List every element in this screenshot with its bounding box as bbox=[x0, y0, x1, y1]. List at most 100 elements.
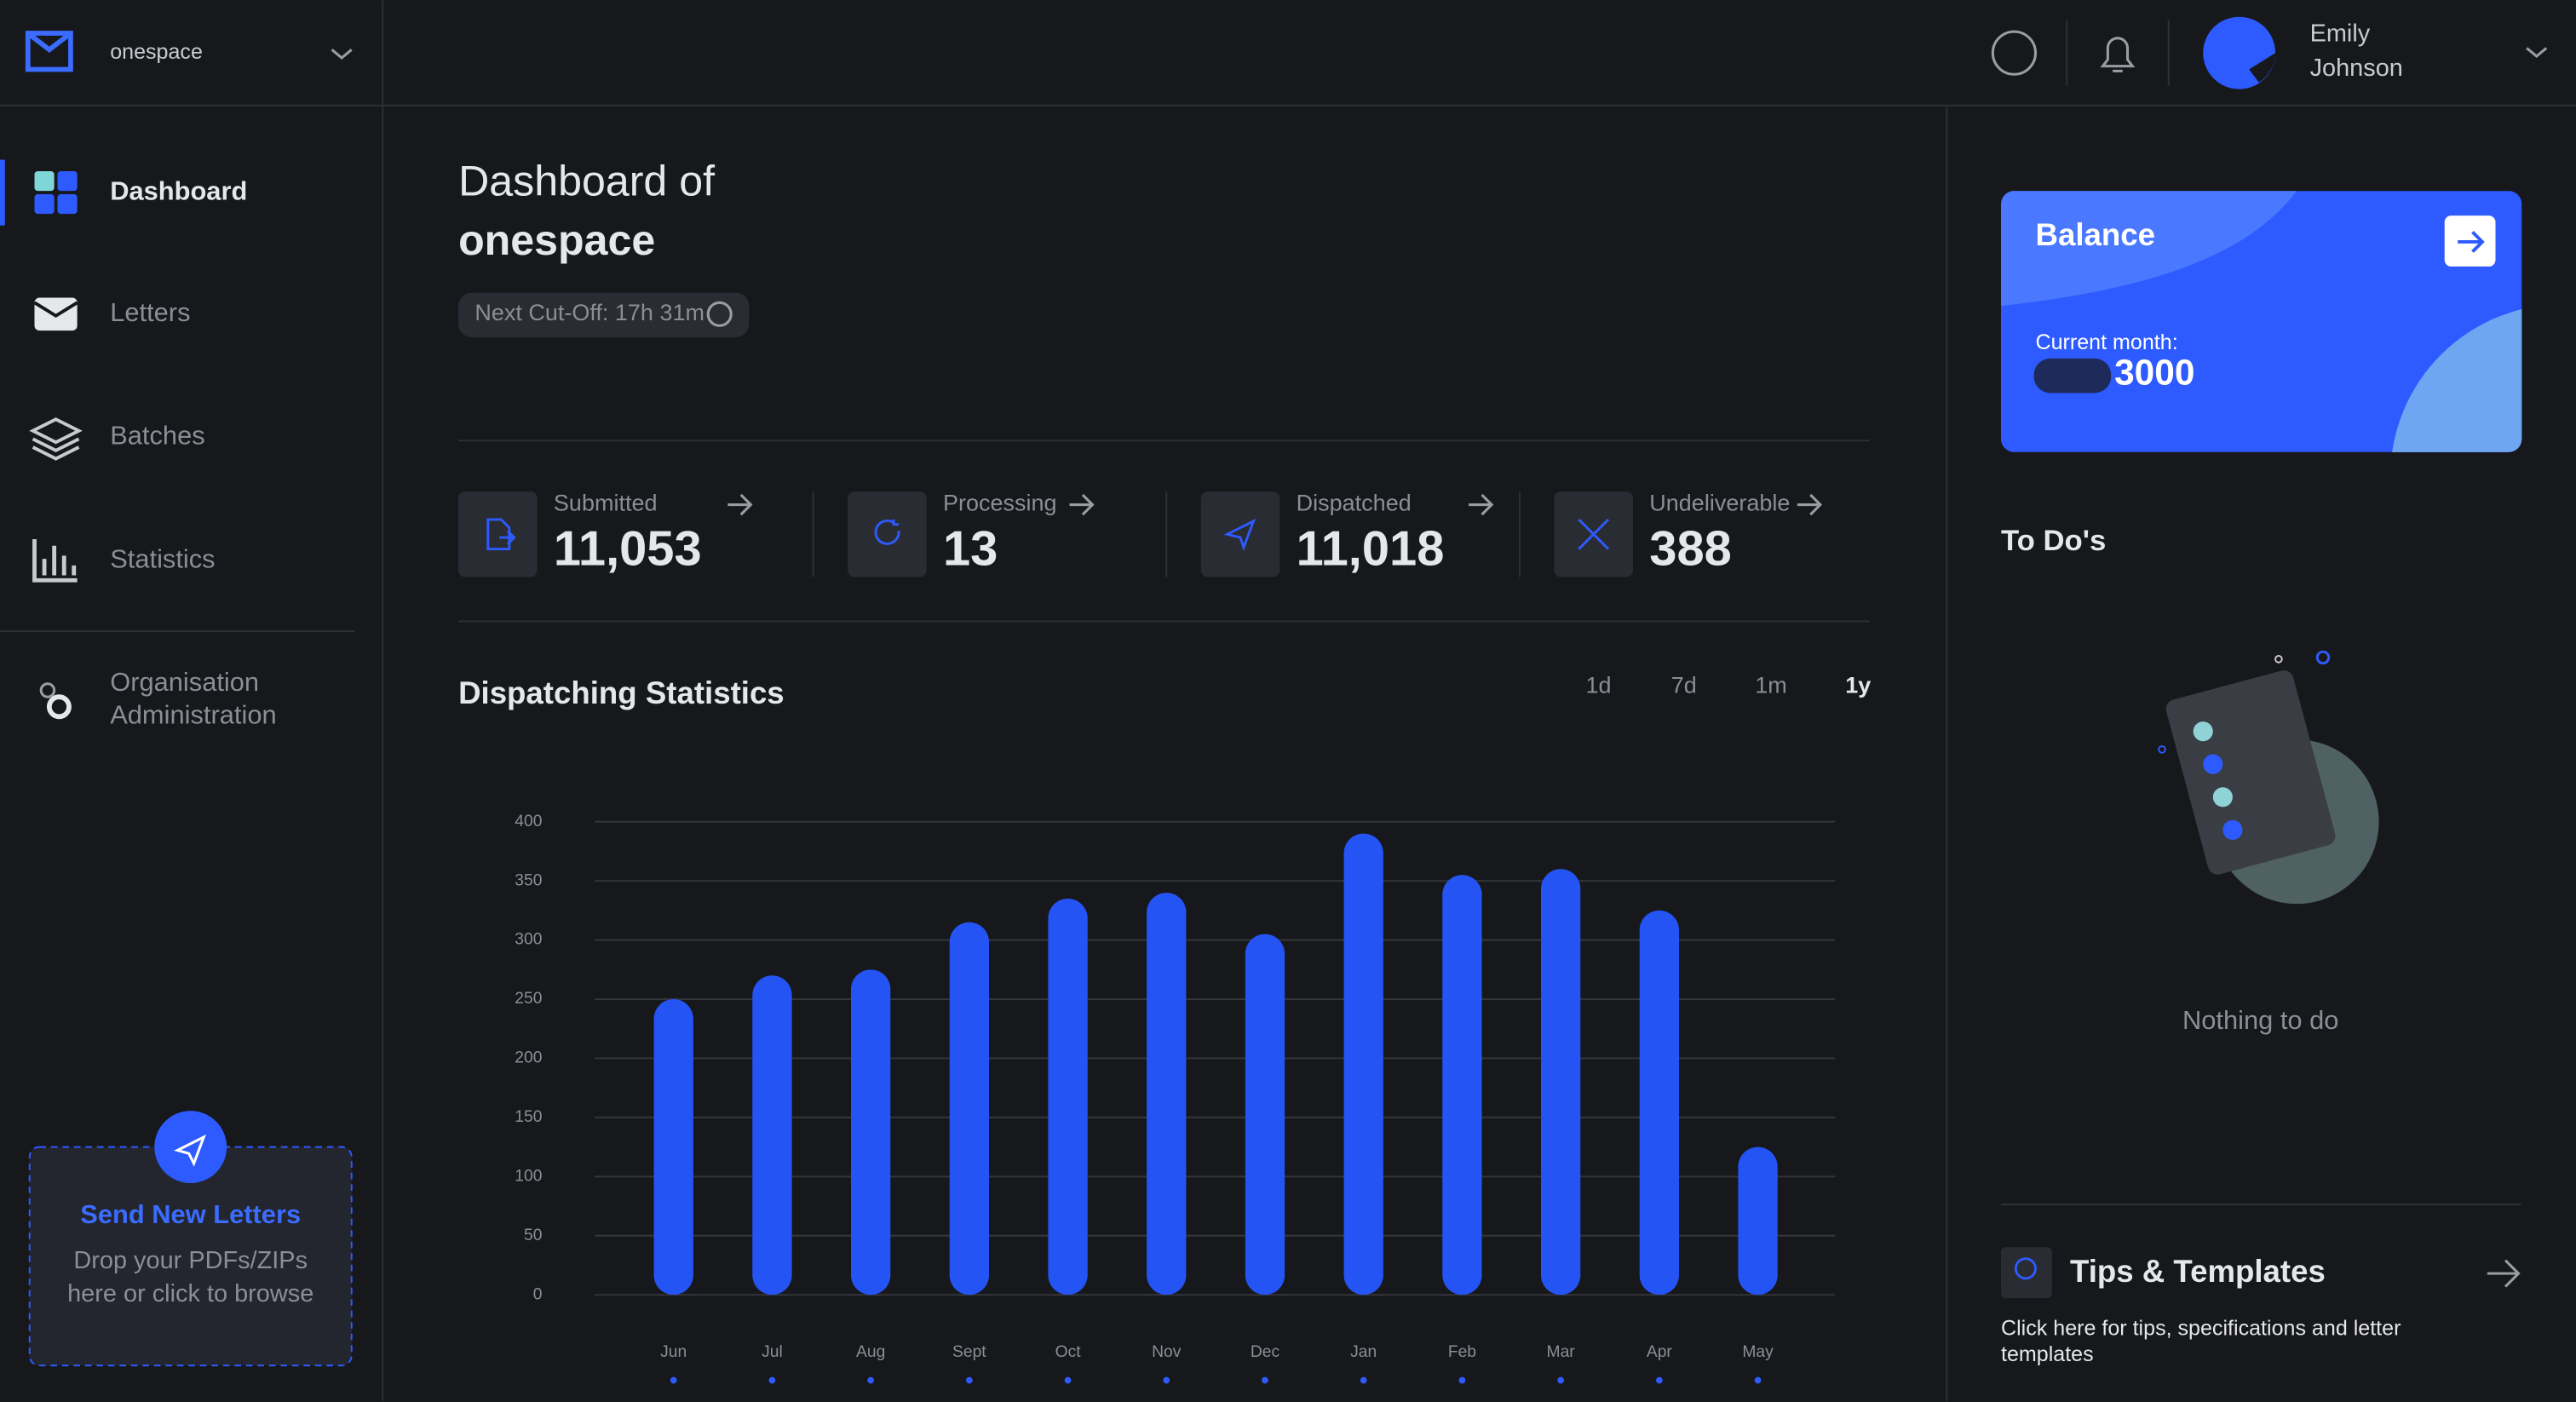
stat-card[interactable]: Processing 13 bbox=[848, 491, 1095, 577]
tips-title: Tips & Templates bbox=[2070, 1254, 2326, 1289]
todos-empty: Nothing to do bbox=[2182, 1005, 2338, 1035]
bar bbox=[1343, 833, 1383, 1296]
stat-icon bbox=[1223, 518, 1256, 552]
stat-card[interactable]: Undeliverable 388 bbox=[1554, 491, 1823, 577]
bar bbox=[1639, 910, 1679, 1296]
nav-label: Organisation bbox=[110, 667, 259, 697]
icon bbox=[39, 682, 56, 698]
user-name: Emily bbox=[2310, 20, 2371, 48]
check bbox=[2203, 754, 2223, 774]
arrow-icon bbox=[1797, 493, 1823, 516]
tips-text: Click here for tips, specifications and … bbox=[2001, 1316, 2401, 1340]
nav-item[interactable]: Batches bbox=[29, 417, 205, 461]
icon bbox=[57, 171, 78, 192]
x-tick-label: Apr bbox=[1647, 1343, 1673, 1361]
y-tick-label: 50 bbox=[524, 1227, 542, 1244]
icon bbox=[57, 194, 78, 215]
stat-card[interactable]: Submitted 11,053 bbox=[458, 491, 753, 577]
upload-hint: Drop your PDFs/ZIPs bbox=[73, 1247, 308, 1274]
bar bbox=[851, 969, 891, 1296]
card-shape bbox=[2001, 191, 2297, 307]
bar bbox=[1048, 899, 1088, 1296]
bar bbox=[1245, 934, 1285, 1296]
range-button[interactable]: 1y bbox=[1845, 673, 1871, 698]
icon bbox=[34, 171, 55, 192]
x-tick-label: Dec bbox=[1251, 1343, 1280, 1361]
x-tick-label: Oct bbox=[1055, 1343, 1082, 1361]
nav-item[interactable]: Statistics bbox=[32, 539, 216, 583]
bar bbox=[949, 922, 989, 1296]
x-tick-label: Jun bbox=[660, 1343, 687, 1361]
info-icon bbox=[706, 301, 733, 327]
balance-amount: 3000 bbox=[2114, 352, 2194, 392]
range-button[interactable]: 1m bbox=[1755, 673, 1787, 698]
dot bbox=[2158, 745, 2166, 754]
user-menu[interactable]: Emily Johnson bbox=[2203, 16, 2548, 89]
page-title: Dashboard of bbox=[458, 158, 715, 205]
help-icon[interactable] bbox=[1991, 30, 2038, 76]
x-tick-label: Jan bbox=[1350, 1343, 1377, 1361]
arrow-icon bbox=[1469, 493, 1494, 516]
avatar-cut bbox=[2249, 53, 2276, 83]
stat-value: 13 bbox=[943, 522, 998, 577]
x-dot bbox=[1163, 1376, 1170, 1384]
workspace-switcher[interactable]: onespace bbox=[25, 31, 353, 72]
upload-title: Send New Letters bbox=[80, 1199, 301, 1229]
blurred-currency bbox=[2033, 358, 2112, 394]
icon bbox=[29, 417, 83, 461]
chart-title: Dispatching Statistics bbox=[458, 675, 785, 710]
x-tick-label: Aug bbox=[856, 1343, 885, 1361]
x-dot bbox=[1360, 1376, 1367, 1384]
bar bbox=[1147, 893, 1187, 1296]
workspace-name: onespace bbox=[110, 40, 203, 64]
nav-item[interactable]: Letters bbox=[33, 297, 191, 331]
nav-label: Administration bbox=[110, 699, 276, 729]
x-dot bbox=[867, 1376, 874, 1384]
stat-label: Dispatched bbox=[1297, 491, 1412, 516]
icon bbox=[32, 539, 78, 583]
y-tick-label: 100 bbox=[515, 1167, 542, 1185]
y-tick-label: 400 bbox=[515, 813, 542, 830]
x-dot bbox=[1754, 1376, 1762, 1384]
x-dot bbox=[1557, 1376, 1564, 1384]
bar bbox=[1541, 869, 1581, 1296]
x-dot bbox=[966, 1376, 973, 1384]
dot bbox=[2315, 650, 2331, 665]
paper bbox=[2165, 670, 2336, 875]
page-title: onespace bbox=[458, 216, 655, 264]
nav-item[interactable]: Dashboard bbox=[34, 171, 248, 215]
x-tick-label: Sept bbox=[952, 1343, 986, 1361]
check bbox=[2222, 819, 2243, 840]
icon bbox=[34, 194, 55, 215]
stat-icon bbox=[874, 519, 900, 545]
stat-value: 388 bbox=[1649, 522, 1732, 577]
todos-title: To Do's bbox=[2001, 525, 2106, 557]
upload-box[interactable]: Send New Letters Drop your PDFs/ZIPs her… bbox=[28, 1111, 353, 1367]
range-button[interactable]: 1d bbox=[1585, 673, 1611, 698]
balance-card[interactable] bbox=[2001, 191, 2576, 649]
stat-label: Processing bbox=[943, 491, 1057, 516]
bell-icon[interactable] bbox=[2100, 37, 2136, 72]
nav-item[interactable]: Organisation Administration bbox=[39, 667, 277, 730]
empty-illustration bbox=[2158, 650, 2379, 905]
tips-link[interactable]: Tips & Templates Click here for tips, sp… bbox=[2001, 1247, 2521, 1366]
x-tick-label: Jul bbox=[762, 1343, 783, 1361]
nav-label: Letters bbox=[110, 297, 190, 327]
y-tick-label: 0 bbox=[533, 1285, 543, 1303]
cutoff-text: Next Cut-Off: 17h 31m bbox=[474, 300, 704, 325]
upload-hint: here or click to browse bbox=[67, 1280, 313, 1307]
x-dot bbox=[1458, 1376, 1466, 1384]
stat-card[interactable]: Dispatched 11,018 bbox=[1200, 491, 1494, 577]
card-shape bbox=[2390, 304, 2522, 452]
stat-value: 11,053 bbox=[554, 522, 702, 577]
stat-icon bbox=[486, 518, 516, 551]
bar bbox=[752, 975, 792, 1296]
y-tick-label: 300 bbox=[515, 931, 542, 949]
arrow-icon bbox=[2487, 1259, 2521, 1288]
x-tick-label: May bbox=[1742, 1343, 1774, 1361]
y-tick-label: 200 bbox=[515, 1049, 542, 1067]
stat-label: Undeliverable bbox=[1649, 491, 1790, 516]
arrow-icon bbox=[1069, 493, 1095, 516]
range-button[interactable]: 7d bbox=[1671, 673, 1697, 698]
